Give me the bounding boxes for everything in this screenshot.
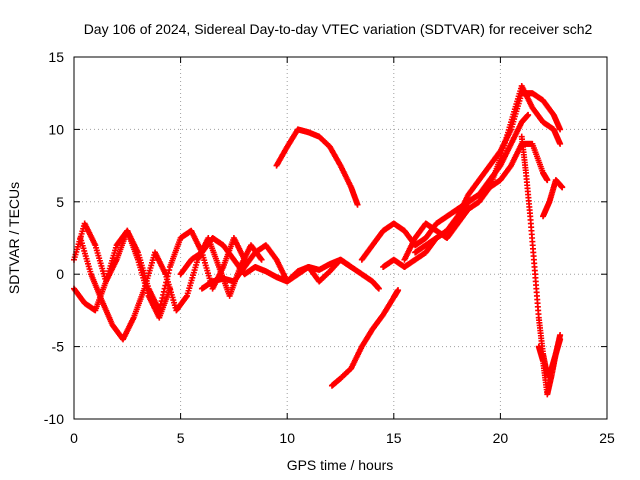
y-axis-label: SDTVAR / TECUs — [6, 182, 22, 294]
x-tick-label: 15 — [386, 430, 402, 446]
y-tick-label: 5 — [56, 194, 64, 210]
plot-frame — [73, 56, 608, 420]
x-tick-label: 25 — [599, 430, 615, 446]
data-point — [166, 285, 173, 292]
data-point — [557, 126, 564, 133]
data-point — [395, 287, 402, 294]
x-tick-label: 0 — [70, 430, 78, 446]
data-points — [71, 82, 566, 398]
data-point — [375, 285, 382, 292]
data-point — [258, 256, 265, 263]
chart-title: Day 106 of 2024, Sidereal Day-to-day VTE… — [84, 21, 593, 37]
y-tick-label: 0 — [56, 266, 64, 282]
series-track-9 — [380, 90, 564, 270]
x-tick-label: 5 — [177, 430, 185, 446]
x-axis-label: GPS time / hours — [287, 457, 394, 473]
data-point — [559, 184, 566, 191]
series-track-5 — [71, 227, 173, 321]
grid — [74, 57, 607, 419]
series-track-7 — [198, 242, 355, 292]
data-point — [525, 111, 532, 118]
y-tick-label: 15 — [48, 49, 64, 65]
data-point — [544, 177, 551, 184]
series-track-13 — [535, 332, 564, 398]
series-track-1 — [273, 126, 361, 208]
series-track-4 — [77, 235, 265, 343]
x-tick-label: 10 — [279, 430, 295, 446]
series-track-14 — [540, 177, 566, 220]
data-point — [348, 263, 355, 270]
data-point — [354, 201, 361, 208]
y-tick-label: -10 — [44, 411, 64, 427]
series-track-2 — [328, 287, 402, 389]
y-tick-label: 10 — [48, 121, 64, 137]
data-point — [557, 332, 564, 339]
y-tick-label: -5 — [52, 339, 65, 355]
series-track-11 — [412, 140, 551, 256]
x-tick-label: 20 — [493, 430, 509, 446]
data-point — [557, 140, 564, 147]
